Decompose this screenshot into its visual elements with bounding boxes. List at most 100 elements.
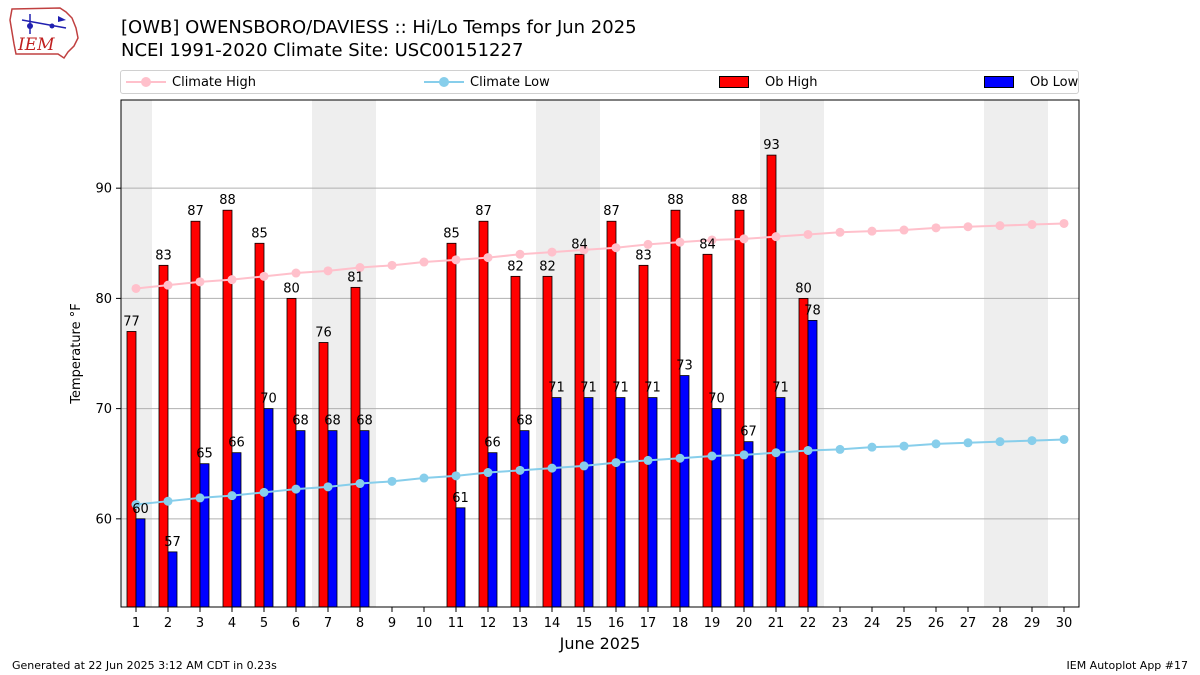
data-label-ob-low: 68 — [516, 414, 533, 429]
climate-high-line — [135, 222, 1065, 290]
y-tick-label: 70 — [95, 402, 112, 417]
climate-low-point — [483, 468, 493, 478]
x-tick-label: 4 — [228, 616, 236, 631]
bar-ob-high — [702, 253, 713, 608]
climate-high-point — [867, 226, 877, 236]
x-tick-label: 2 — [164, 616, 172, 631]
bar-ob-high — [478, 220, 489, 608]
x-tick-label: 19 — [704, 616, 721, 631]
climate-high-point — [611, 243, 621, 253]
iem-logo: IEM — [8, 6, 82, 64]
bar-ob-high — [670, 209, 681, 608]
climate-low-point — [515, 465, 525, 475]
climate-low-point — [835, 444, 845, 454]
climate-low-point — [1059, 434, 1069, 444]
bar-ob-high — [542, 275, 553, 608]
climate-low-point — [451, 471, 461, 481]
bar-ob-high — [446, 242, 457, 608]
climate-low-point — [579, 461, 589, 471]
y-axis-label: Temperature °F — [69, 303, 84, 404]
bar-ob-low — [583, 397, 594, 608]
climate-high-point — [259, 271, 269, 281]
data-label-ob-low: 67 — [740, 425, 757, 440]
app-credit: IEM Autoplot App #17 — [1066, 659, 1189, 672]
climate-high-point — [835, 227, 845, 237]
data-label-ob-low: 73 — [676, 359, 693, 374]
x-tick-label: 18 — [672, 616, 689, 631]
bar-ob-low — [551, 397, 562, 608]
legend-item-ob-low: Ob Low — [984, 71, 1078, 93]
data-label-ob-low: 71 — [580, 381, 597, 396]
x-tick-label: 7 — [324, 616, 332, 631]
climate-low-point — [643, 455, 653, 465]
weekend-shade — [984, 100, 1048, 607]
data-label-ob-low: 71 — [612, 381, 629, 396]
bar-ob-high — [638, 264, 649, 608]
climate-high-point — [931, 223, 941, 233]
climate-low-point — [899, 441, 909, 451]
bar-ob-low — [327, 430, 338, 608]
climate-low-point — [323, 482, 333, 492]
climate-high-point — [131, 283, 141, 293]
x-tick-label: 12 — [480, 616, 497, 631]
data-label-ob-high: 82 — [539, 259, 556, 274]
x-tick-label: 15 — [576, 616, 593, 631]
legend: Climate High Climate Low Ob High Ob Low — [120, 70, 1079, 94]
y-tick-label: 60 — [95, 512, 112, 527]
bar-ob-low — [263, 408, 274, 608]
bar-ob-low — [679, 375, 690, 608]
x-tick-label: 9 — [388, 616, 396, 631]
climate-low-point — [547, 463, 557, 473]
bar-ob-low — [711, 408, 722, 608]
generated-timestamp: Generated at 22 Jun 2025 3:12 AM CDT in … — [12, 659, 277, 672]
bar-ob-high — [350, 286, 361, 608]
bar-ob-low — [647, 397, 658, 608]
climate-high-point — [899, 225, 909, 235]
climate-low-point — [387, 476, 397, 486]
bar-ob-low — [231, 452, 242, 608]
climate-high-point — [1027, 220, 1037, 230]
climate-high-marker — [126, 75, 166, 89]
climate-high-point — [643, 239, 653, 249]
bar-ob-high — [286, 297, 297, 608]
bar-ob-low — [807, 320, 818, 608]
x-tick-label: 20 — [736, 616, 753, 631]
climate-high-point — [707, 235, 717, 245]
climate-low-point — [995, 437, 1005, 447]
data-label-ob-low: 78 — [804, 303, 821, 318]
climate-low-point — [291, 484, 301, 494]
bar-ob-low — [199, 463, 210, 608]
climate-high-point — [579, 245, 589, 255]
x-tick-label: 1 — [132, 616, 140, 631]
data-label-ob-high: 88 — [731, 193, 748, 208]
climate-low-point — [355, 479, 365, 489]
climate-low-point — [675, 453, 685, 463]
climate-low-point — [739, 450, 749, 460]
x-tick-label: 27 — [960, 616, 977, 631]
x-tick-label: 24 — [864, 616, 881, 631]
x-tick-label: 25 — [896, 616, 913, 631]
data-label-ob-high: 80 — [283, 281, 300, 296]
x-tick-label: 16 — [608, 616, 625, 631]
ob-low-swatch — [984, 75, 1024, 89]
climate-high-point — [675, 237, 685, 247]
logo-text: IEM — [17, 35, 55, 55]
climate-high-point — [195, 277, 205, 287]
data-label-ob-low: 71 — [644, 381, 661, 396]
data-label-ob-low: 68 — [292, 414, 309, 429]
climate-low-marker — [424, 75, 464, 89]
climate-high-point — [323, 266, 333, 276]
climate-low-point — [227, 491, 237, 501]
climate-low-point — [803, 445, 813, 455]
legend-label-climate-high: Climate High — [172, 74, 257, 90]
climate-high-point — [355, 263, 365, 273]
bar-ob-high — [574, 253, 585, 608]
data-label-ob-high: 77 — [123, 314, 140, 329]
climate-high-point — [803, 229, 813, 239]
x-tick-label: 5 — [260, 616, 268, 631]
climate-high-point — [483, 253, 493, 263]
bar-ob-low — [359, 430, 370, 608]
climate-high-point — [515, 249, 525, 259]
climate-low-point — [163, 496, 173, 506]
data-label-ob-high: 83 — [635, 248, 652, 263]
